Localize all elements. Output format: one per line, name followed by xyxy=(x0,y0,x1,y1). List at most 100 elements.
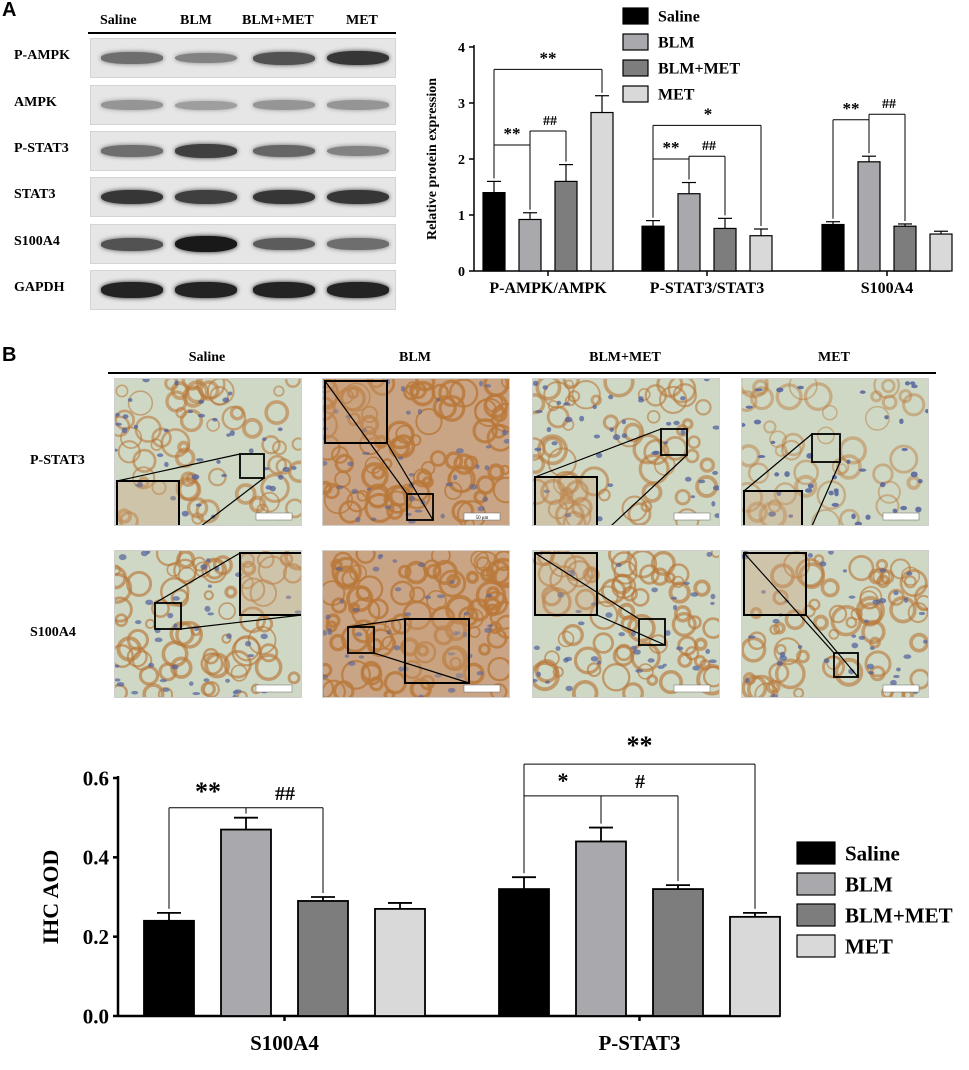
stained-alveolar-wall xyxy=(870,390,883,403)
cell-nucleus xyxy=(146,551,151,554)
cell-nucleus xyxy=(167,612,174,619)
cell-nucleus xyxy=(170,495,177,501)
cell-nucleus xyxy=(901,447,908,452)
zoom-connector xyxy=(180,614,301,630)
stained-alveolar-wall xyxy=(673,605,692,623)
cell-nucleus xyxy=(651,587,658,593)
stained-alveolar-wall xyxy=(323,396,336,421)
stained-alveolar-wall xyxy=(773,637,802,666)
cell-nucleus xyxy=(854,521,863,525)
stained-alveolar-wall xyxy=(247,625,277,655)
cell-nucleus xyxy=(131,690,139,695)
stained-alveolar-wall xyxy=(206,379,235,406)
stained-alveolar-wall xyxy=(142,683,165,697)
cell-nucleus xyxy=(362,451,370,455)
stained-alveolar-wall xyxy=(592,632,615,654)
stained-alveolar-wall xyxy=(355,551,376,564)
cell-nucleus xyxy=(670,596,678,600)
blot-row-label: AMPK xyxy=(14,95,57,110)
stained-alveolar-wall xyxy=(742,672,757,686)
stained-alveolar-wall xyxy=(586,662,602,678)
cell-nucleus xyxy=(347,461,354,467)
cell-nucleus xyxy=(226,633,232,639)
cell-nucleus xyxy=(198,399,205,404)
cell-nucleus xyxy=(469,484,478,490)
cell-nucleus xyxy=(595,452,603,458)
cell-nucleus xyxy=(174,380,179,386)
stained-alveolar-wall xyxy=(203,681,220,697)
cell-nucleus xyxy=(335,566,343,571)
cell-nucleus xyxy=(172,596,180,601)
bar xyxy=(482,192,506,272)
cell-nucleus xyxy=(618,632,625,637)
blot-band xyxy=(175,282,237,298)
legend-label: BLM xyxy=(658,35,694,52)
cell-nucleus xyxy=(712,470,719,475)
stained-alveolar-wall xyxy=(356,575,384,603)
stained-alveolar-wall xyxy=(562,510,587,525)
cell-nucleus xyxy=(157,453,164,458)
cell-nucleus xyxy=(535,410,543,414)
blot-band xyxy=(327,282,389,298)
stained-alveolar-wall xyxy=(195,379,226,399)
y-tick-label: 0.6 xyxy=(83,766,109,790)
bar xyxy=(677,193,701,272)
stained-alveolar-wall xyxy=(323,677,335,697)
cell-nucleus xyxy=(188,681,194,686)
cell-nucleus xyxy=(162,688,170,692)
stained-alveolar-wall xyxy=(828,604,848,624)
cell-nucleus xyxy=(893,590,899,596)
cell-nucleus xyxy=(621,419,627,425)
cell-nucleus xyxy=(900,505,908,511)
cell-nucleus xyxy=(260,633,268,640)
cell-nucleus xyxy=(418,562,425,568)
blot-row-label: P-STAT3 xyxy=(14,141,69,156)
blot-band xyxy=(101,52,163,64)
cell-nucleus xyxy=(657,665,665,669)
stained-alveolar-wall xyxy=(126,646,148,668)
stained-alveolar-wall xyxy=(173,558,198,583)
cell-nucleus xyxy=(196,458,204,462)
ihc-texture xyxy=(323,551,509,697)
stained-alveolar-wall xyxy=(200,652,224,676)
ihc-image xyxy=(114,550,302,698)
blot-group-label: MET xyxy=(346,13,378,28)
stained-alveolar-wall xyxy=(175,620,204,649)
cell-nucleus xyxy=(698,479,706,484)
y-tick-label: 0.2 xyxy=(83,925,109,949)
stained-alveolar-wall xyxy=(694,637,708,651)
cell-nucleus xyxy=(417,408,423,415)
cell-nucleus xyxy=(680,396,686,401)
stained-alveolar-wall xyxy=(349,564,367,582)
cell-nucleus xyxy=(653,450,660,455)
cell-nucleus xyxy=(551,441,558,446)
bar xyxy=(498,888,550,1017)
cell-nucleus xyxy=(171,664,179,670)
blot-strip xyxy=(90,85,396,125)
stained-alveolar-wall xyxy=(275,458,293,475)
blot-band xyxy=(253,282,315,298)
cell-nucleus xyxy=(779,655,787,662)
stained-alveolar-wall xyxy=(221,633,232,644)
cell-nucleus xyxy=(662,663,667,667)
zoom-source-box xyxy=(406,493,434,521)
stained-alveolar-wall xyxy=(259,491,280,513)
significance-label: * xyxy=(558,768,569,793)
cell-nucleus xyxy=(833,488,839,493)
cell-nucleus xyxy=(592,404,597,410)
stained-alveolar-wall xyxy=(201,557,228,584)
stained-alveolar-wall xyxy=(628,551,658,579)
cell-nucleus xyxy=(630,645,637,650)
bar xyxy=(554,180,578,272)
stained-alveolar-wall xyxy=(793,459,819,486)
cell-nucleus xyxy=(703,379,710,382)
x-tick-label: P-AMPK/AMPK xyxy=(489,280,607,297)
bar xyxy=(929,233,953,272)
legend-label: Saline xyxy=(658,9,700,26)
stained-alveolar-wall xyxy=(341,660,371,690)
blot-strip xyxy=(90,131,396,171)
stained-alveolar-wall xyxy=(747,462,770,484)
stained-alveolar-wall xyxy=(359,414,380,435)
stained-alveolar-wall xyxy=(763,420,777,434)
stained-alveolar-wall xyxy=(416,644,430,657)
